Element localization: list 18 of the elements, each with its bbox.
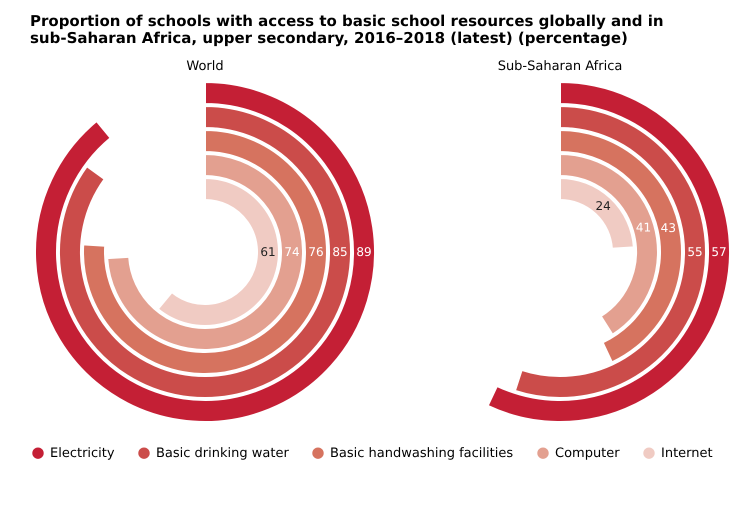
category-label: World xyxy=(186,59,224,74)
legend-label: Basic handwashing facilities xyxy=(330,446,514,462)
legend-label: Internet xyxy=(661,446,713,462)
text: Proportion of schools with access to basic school resources globally and in sub-Saharan Africa, upper secondary, 2016–2018 (latest) (percentage) xyxy=(30,12,664,47)
data-label: 55 xyxy=(687,245,703,259)
data-label: 89 xyxy=(356,245,372,259)
data-label: 76 xyxy=(308,245,324,259)
data-label: 41 xyxy=(636,220,652,235)
data-label: 24 xyxy=(595,199,611,214)
data-label: 85 xyxy=(332,245,348,259)
data-label: 61 xyxy=(260,245,276,259)
legend-label: Electricity xyxy=(50,446,115,462)
data-label: 74 xyxy=(284,245,300,259)
data-label: 57 xyxy=(711,245,727,259)
legend-label: Basic drinking water xyxy=(156,446,290,462)
legend-label: Computer xyxy=(555,446,620,462)
data-label: 43 xyxy=(660,220,676,235)
category-label: Sub-Saharan Africa xyxy=(498,59,622,74)
